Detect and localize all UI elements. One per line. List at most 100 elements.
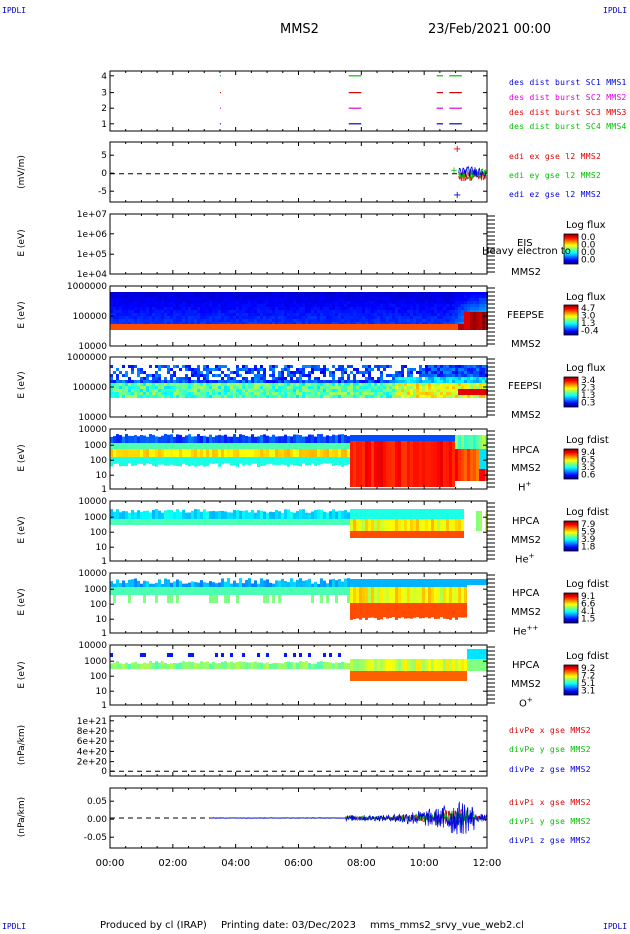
spectrogram-cell: [263, 392, 266, 395]
spectrogram-cell: [293, 295, 296, 298]
spectrogram-cell: [407, 295, 410, 298]
spectrogram-cell: [329, 389, 332, 392]
spectrogram-cell: [386, 531, 389, 538]
spectrogram-cell: [173, 519, 176, 525]
spectrogram-cell: [470, 371, 473, 374]
spectrogram-cell: [341, 457, 344, 467]
spectrogram-cell: [221, 319, 224, 322]
spectrogram-cell: [275, 389, 278, 392]
spectrogram-cell: [275, 580, 278, 587]
spectrogram-cell: [308, 587, 311, 595]
spectrogram-cell: [149, 319, 152, 322]
spectrogram-cell: [482, 304, 485, 307]
spectrogram-cell: [212, 319, 215, 322]
spectrogram-cell: [260, 383, 263, 386]
spectrogram-cell: [269, 511, 272, 519]
spectrogram-cell: [329, 380, 332, 383]
spectrogram-cell: [455, 313, 458, 316]
spectrogram-cell: [302, 301, 305, 304]
spectrogram-cell: [305, 395, 308, 398]
spectrogram-cell: [242, 310, 245, 313]
spectrogram-cell: [299, 310, 302, 313]
spectrogram-cell: [122, 436, 125, 443]
spectrogram-cell: [383, 441, 386, 487]
spectrogram-cell: [368, 313, 371, 316]
spectrogram-cell: [140, 392, 143, 395]
spectrogram-cell: [116, 386, 119, 389]
spectrogram-cell: [185, 512, 188, 519]
spectrogram-cell: [281, 449, 284, 457]
spectrogram-cell: [113, 322, 116, 325]
spectrogram-cell: [464, 292, 467, 295]
spectrogram-cell: [188, 443, 191, 449]
spectrogram-cell: [443, 371, 446, 374]
spectrogram-cell: [167, 386, 170, 389]
spectrogram-cell: [461, 509, 464, 519]
spectrogram-cell: [125, 587, 128, 595]
spectrogram-cell: [182, 509, 185, 519]
spectrogram-cell: [227, 292, 230, 295]
spectrogram-cell: [236, 301, 239, 304]
spectrogram-cell: [440, 519, 443, 531]
spectrogram-cell: [479, 374, 482, 377]
spectrogram-cell: [113, 449, 116, 457]
burst-y-tick-label: 1: [101, 120, 107, 130]
spectrogram-cell: [320, 295, 323, 298]
spectrogram-cell: [329, 383, 332, 386]
divpe-y-tick-label: 6e+20: [77, 737, 108, 747]
spectrogram-cell: [212, 389, 215, 392]
spectrogram-cell: [254, 304, 257, 307]
spectrogram-cell: [365, 377, 368, 380]
spectrogram-cell: [377, 671, 380, 681]
spectrogram-cell: [293, 304, 296, 307]
spectrogram-cell: [155, 371, 158, 374]
spectrogram-cell: [464, 371, 467, 374]
spectrogram-cell: [401, 319, 404, 322]
spectrogram-cell: [164, 449, 167, 457]
edi-ey-trace: [458, 167, 488, 180]
spectrogram-cell: [371, 298, 374, 301]
spectrogram-cell: [140, 653, 143, 657]
spectrogram-cell: [374, 322, 377, 325]
feepsi-y-axis-label: E (eV): [17, 371, 27, 399]
spectrogram-cell: [356, 441, 359, 487]
spectrogram-cell: [272, 310, 275, 313]
spectrogram-cell: [464, 383, 467, 386]
spectrogram-cell: [287, 365, 290, 368]
spectrogram-cell: [179, 386, 182, 389]
spectrogram-cell: [329, 511, 332, 519]
spectrogram-cell: [404, 307, 407, 310]
spectrogram-cell: [431, 324, 434, 330]
spectrogram-cell: [113, 310, 116, 313]
spectrogram-cell: [140, 298, 143, 301]
spectrogram-cell: [407, 579, 410, 587]
spectrogram-cell: [287, 319, 290, 322]
spectrogram-cell: [473, 383, 476, 386]
spectrogram-cell: [467, 435, 470, 449]
spectrogram-cell: [272, 368, 275, 371]
spectrogram-cell: [320, 509, 323, 519]
spectrogram-cell: [428, 587, 431, 603]
spectrogram-cell: [365, 395, 368, 398]
spectrogram-cell: [332, 578, 335, 587]
spectrogram-cell: [401, 310, 404, 313]
spectrogram-cell: [245, 292, 248, 295]
spectrogram-cell: [407, 374, 410, 377]
spectrogram-cell: [137, 374, 140, 377]
spectrogram-cell: [290, 298, 293, 301]
spectrogram-cell: [452, 380, 455, 383]
spectrogram-cell: [365, 519, 368, 531]
spectrogram-cell: [170, 395, 173, 398]
spectrogram-cell: [404, 324, 407, 330]
spectrogram-cell: [140, 371, 143, 374]
spectrogram-cell: [176, 386, 179, 389]
spectrogram-cell: [419, 368, 422, 371]
spectrogram-cell: [179, 449, 182, 457]
spectrogram-cell: [167, 295, 170, 298]
spectrogram-cell: [257, 319, 260, 322]
spectrogram-cell: [176, 377, 179, 380]
spectrogram-cell: [350, 380, 353, 383]
spectrogram-cell: [200, 383, 203, 386]
spectrogram-cell: [311, 324, 314, 330]
spectrogram-cell: [110, 324, 113, 330]
